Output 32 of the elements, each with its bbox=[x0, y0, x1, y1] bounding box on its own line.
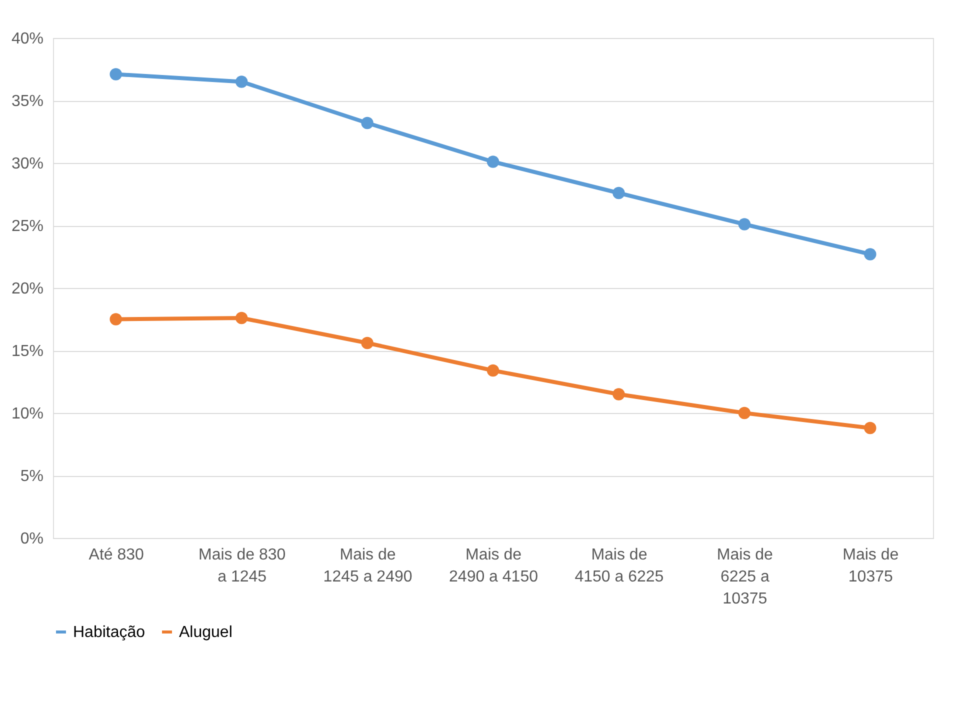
point bbox=[612, 186, 625, 200]
point bbox=[864, 422, 876, 434]
x-tick-label: Mais de 6225 a 10375 bbox=[716, 546, 774, 608]
legend-label: Habitação bbox=[73, 624, 146, 641]
y-tick-label: 15% bbox=[11, 343, 44, 360]
point bbox=[486, 364, 500, 377]
y-tick-label: 30% bbox=[11, 156, 44, 172]
point bbox=[235, 76, 248, 88]
x-tick-label: Mais de 1245 a 2490 bbox=[323, 546, 412, 586]
point bbox=[110, 313, 122, 326]
point bbox=[486, 156, 500, 168]
y-tick-label: 35% bbox=[11, 93, 44, 110]
x-tick-label: Mais de 830 a 1245 bbox=[198, 546, 286, 586]
point bbox=[235, 312, 248, 324]
point bbox=[361, 116, 374, 130]
point bbox=[864, 248, 876, 260]
legend-label: Aluguel bbox=[179, 624, 232, 641]
x-tick-label: Mais de 2490 a 4150 bbox=[449, 546, 538, 586]
y-tick-label: 40% bbox=[11, 30, 44, 48]
x-tick-label: Mais de 10375 bbox=[842, 546, 899, 586]
x-tick-label: Até 830 bbox=[88, 546, 144, 564]
y-tick-label: 20% bbox=[11, 280, 44, 298]
point bbox=[361, 336, 374, 350]
point bbox=[612, 388, 625, 400]
y-tick-label: 25% bbox=[11, 218, 44, 235]
point bbox=[738, 218, 751, 230]
x-tick-label: Mais de 4150 a 6225 bbox=[574, 546, 664, 586]
y-tick-label: 5% bbox=[20, 468, 44, 485]
point bbox=[110, 68, 122, 80]
y-tick-label: 0% bbox=[20, 530, 44, 548]
point bbox=[738, 406, 751, 420]
y-tick-label: 10% bbox=[11, 406, 44, 422]
